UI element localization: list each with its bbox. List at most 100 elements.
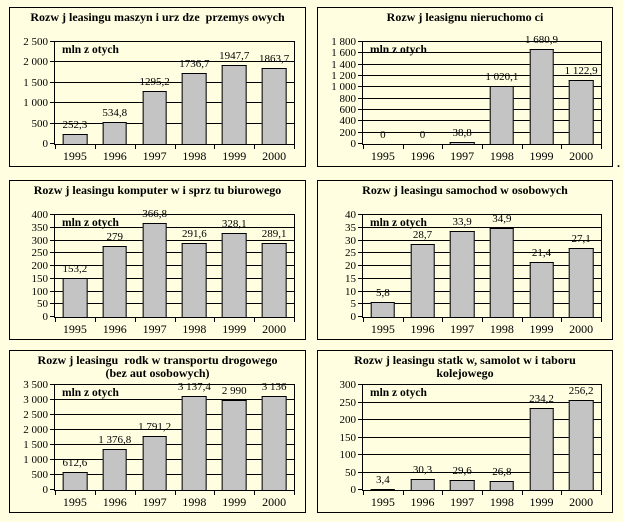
bar-value-label: 291,6 <box>182 227 207 240</box>
x-axis-tick <box>601 318 602 322</box>
x-axis-tick <box>174 491 176 495</box>
bar-value-label: 1863,7 <box>258 52 290 65</box>
x-axis-category-label: 1999 <box>222 495 247 509</box>
gridline <box>363 303 601 305</box>
x-axis-category-label: 1995 <box>62 495 87 509</box>
y-axis-tick-label: 600 <box>339 104 357 117</box>
bar-value-label: 26,8 <box>492 465 512 478</box>
chart-title: Rozw j leasingu komputer w i sprz tu biu… <box>10 184 305 197</box>
bar <box>182 73 207 144</box>
bar-value-label: 1295,2 <box>139 76 170 89</box>
plot-area: mln z otych 0 50 100 150 200 250 300 350 400 153,… <box>32 208 295 336</box>
x-axis-tick <box>561 491 563 495</box>
y-axis-tick <box>358 226 362 228</box>
x-axis-tick <box>601 145 602 149</box>
x-axis-category-label: 1999 <box>529 149 554 163</box>
plot-area: mln z otych 0 50 100 150 200 250 300 3,4 1995 30,… <box>340 379 602 509</box>
bar <box>568 400 594 490</box>
y-axis-tick-label: 500 <box>31 469 49 481</box>
chart-real-estate: Rozw j leasignu nieruchomo ci mln z otyc… <box>317 7 613 167</box>
x-axis-tick <box>55 491 56 495</box>
bar <box>489 480 515 490</box>
bar-value-label: 234,2 <box>529 393 554 406</box>
x-axis-tick <box>94 145 96 149</box>
bar <box>449 479 475 490</box>
y-axis-tick-label: 400 <box>339 115 357 128</box>
bar <box>568 247 594 317</box>
x-axis-tick <box>482 145 483 149</box>
x-axis-tick <box>294 145 295 149</box>
y-axis-tick <box>358 471 362 473</box>
x-axis-category-label: 1998 <box>182 322 207 336</box>
y-axis-tick <box>358 401 362 403</box>
gridline <box>363 252 601 254</box>
gridline <box>363 63 601 65</box>
bar-value-label: 366,8 <box>142 208 167 221</box>
chart-title: Rozw j leasingu statk w, samolot w i tab… <box>318 354 612 380</box>
bar <box>221 64 247 144</box>
gridline <box>363 401 601 403</box>
bar <box>182 395 207 490</box>
x-axis-tick <box>134 491 136 495</box>
gridline <box>55 252 294 254</box>
chart-road-transport: Rozw j leasingu rodk w transportu drogow… <box>9 350 306 513</box>
y-axis-tick <box>50 226 54 228</box>
x-axis-category-label: 1998 <box>489 322 514 336</box>
y-axis-tick-label: 3 500 <box>23 379 48 391</box>
y-axis-tick <box>50 143 54 144</box>
y-axis-tick <box>50 489 54 490</box>
unit-label: mln z otych <box>62 217 119 229</box>
x-axis-category-label: 2000 <box>569 149 594 163</box>
trailing-dot: . <box>617 156 620 170</box>
bar <box>221 400 247 490</box>
bar-value-label: 3 137,4 <box>177 380 211 393</box>
y-axis-tick <box>358 75 362 77</box>
x-axis-tick <box>134 145 136 149</box>
x-axis-category-label: 1996 <box>410 149 435 163</box>
bar-value-label: 1 020,1 <box>485 71 519 84</box>
bar-value-label: 5,8 <box>375 287 390 300</box>
x-axis-tick <box>402 318 404 322</box>
y-axis-tick <box>50 102 54 104</box>
x-axis-category-label: 1996 <box>410 495 435 509</box>
y-axis-tick <box>358 277 362 279</box>
x-axis-tick <box>442 318 444 322</box>
y-axis-tick-label: 400 <box>31 209 49 221</box>
x-axis-tick <box>442 145 444 149</box>
x-axis-tick <box>174 145 176 149</box>
gridline <box>55 399 294 400</box>
bar <box>102 122 128 144</box>
y-axis-tick-label: 250 <box>339 396 357 409</box>
y-axis-tick-label: 0 <box>42 311 49 323</box>
x-axis-category-label: 1996 <box>410 322 435 336</box>
x-axis-tick <box>561 145 563 149</box>
x-axis-tick <box>482 491 483 495</box>
bar <box>182 242 207 317</box>
bar <box>62 471 88 490</box>
y-axis-tick-label: 3 000 <box>23 394 48 406</box>
x-axis-tick <box>94 491 96 495</box>
bar <box>410 243 435 317</box>
gridline <box>55 81 294 83</box>
y-axis-tick-label: 2 500 <box>23 36 48 48</box>
x-axis-category-label: 1997 <box>450 149 475 163</box>
x-axis-tick <box>521 145 523 149</box>
y-axis-tick <box>50 122 54 124</box>
y-axis-tick-label: 200 <box>339 414 357 427</box>
bar-value-label: 1 791,2 <box>138 421 172 434</box>
gridline <box>363 75 601 77</box>
y-axis-tick <box>358 384 362 385</box>
gridline <box>55 429 294 430</box>
gridline <box>55 277 294 279</box>
gridline <box>55 290 294 292</box>
y-axis-tick-label: 100 <box>339 449 357 462</box>
x-axis-category-label: 1995 <box>370 322 395 336</box>
gridline <box>363 454 601 456</box>
x-axis-category-label: 2000 <box>262 495 287 509</box>
chart-title: Rozw j leasingu maszyn i urz dze przemys… <box>10 11 305 24</box>
bar <box>489 86 515 144</box>
gridline <box>363 120 601 122</box>
x-axis-tick <box>402 145 404 149</box>
x-axis-tick <box>55 318 56 322</box>
bar <box>261 243 287 317</box>
